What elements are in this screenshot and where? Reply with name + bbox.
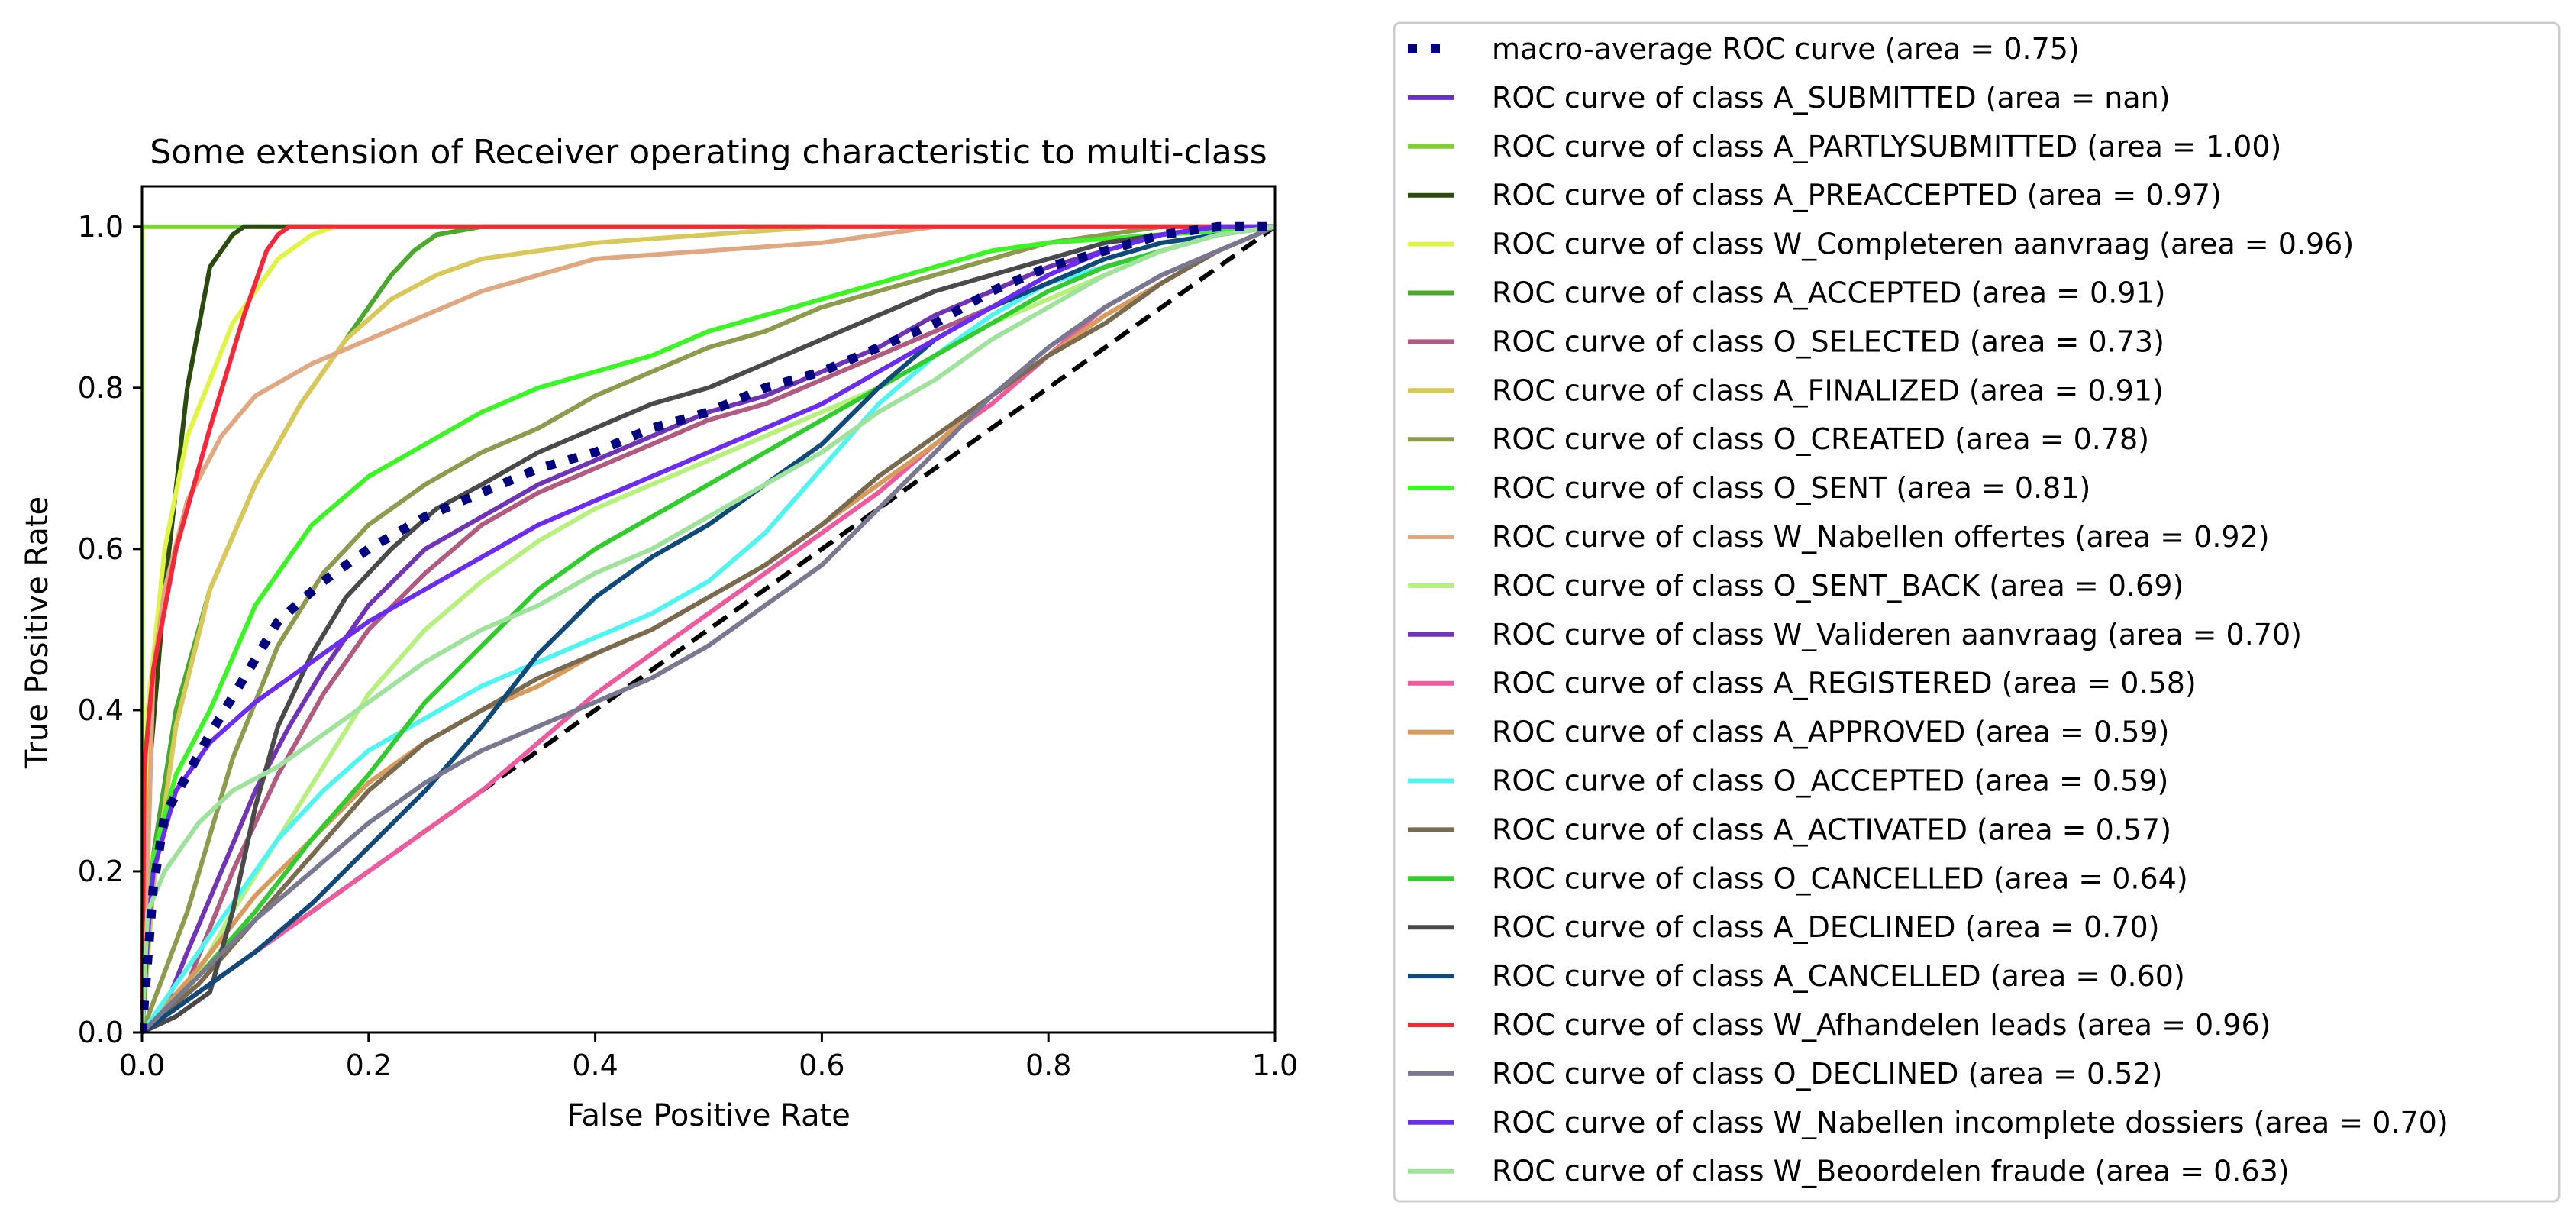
legend-entry: ROC curve of class O_SENT_BACK (area = 0… <box>1408 569 2184 603</box>
legend-label: ROC curve of class A_FINALIZED (area = 0… <box>1492 373 2164 407</box>
series-line-19 <box>140 224 1276 1034</box>
series-line-23 <box>140 224 1276 1033</box>
series-line-17 <box>140 224 1276 1034</box>
x-axis-ticks: 0.0 0.2 0.4 0.6 0.8 1.0 <box>119 1032 1298 1082</box>
legend-entry: ROC curve of class A_ACTIVATED (area = 0… <box>1408 813 2171 846</box>
legend-label: ROC curve of class A_APPROVED (area = 0.… <box>1492 716 2169 749</box>
legend-items: macro-average ROC curve (area = 0.75) ROC… <box>1408 32 2448 1188</box>
series-line-11 <box>140 224 1276 1034</box>
series-line-15 <box>140 224 1276 1034</box>
legend-entry: ROC curve of class O_CANCELLED (area = 0… <box>1408 861 2188 895</box>
legend-label: ROC curve of class O_SENT_BACK (area = 0… <box>1492 569 2184 603</box>
series-line-21 <box>140 225 1277 1034</box>
legend-label: ROC curve of class A_ACTIVATED (area = 0… <box>1492 813 2171 846</box>
legend-label: ROC curve of class O_DECLINED (area = 0.… <box>1492 1057 2162 1091</box>
y-axis-label: True Positive Rate <box>20 496 55 769</box>
legend-entry: ROC curve of class W_Nabellen offertes (… <box>1408 520 2270 554</box>
chart-title: Some extension of Receiver operating cha… <box>150 133 1267 172</box>
legend-frame <box>1393 21 2561 1203</box>
x-tick-label: 0.8 <box>1025 1049 1071 1082</box>
legend-entry: ROC curve of class A_FINALIZED (area = 0… <box>1408 373 2164 407</box>
legend-entry: ROC curve of class O_ACCEPTED (area = 0.… <box>1408 764 2168 798</box>
legend-entry: ROC curve of class O_CREATED (area = 0.7… <box>1408 422 2149 456</box>
legend-label: ROC curve of class W_Nabellen incomplete… <box>1492 1106 2448 1139</box>
plot-frame <box>140 185 1277 1034</box>
legend-entry: ROC curve of class A_APPROVED (area = 0.… <box>1408 716 2169 749</box>
x-axis-label: False Positive Rate <box>567 1098 851 1133</box>
series-line-9 <box>140 224 1276 1033</box>
legend-label: ROC curve of class O_CANCELLED (area = 0… <box>1492 861 2188 895</box>
series-line-20 <box>140 224 1275 1033</box>
y-tick-label: 1.0 <box>78 210 124 244</box>
legend-entry: ROC curve of class W_Valideren aanvraag … <box>1408 618 2302 651</box>
series-line-8 <box>140 224 1275 1034</box>
legend-entry: ROC curve of class O_SELECTED (area = 0.… <box>1408 325 2164 358</box>
legend: macro-average ROC curve (area = 0.75) ROC… <box>1393 21 2561 1203</box>
legend-label: macro-average ROC curve (area = 0.75) <box>1492 32 2080 66</box>
diagonal-layer <box>140 225 1277 1034</box>
legend-entry: macro-average ROC curve (area = 0.75) <box>1408 32 2080 66</box>
series-line-0 <box>140 221 1275 1033</box>
legend-label: ROC curve of class A_ACCEPTED (area = 0.… <box>1492 276 2165 310</box>
legend-entry: ROC curve of class A_SUBMITTED (area = n… <box>1408 81 2171 115</box>
legend-label: ROC curve of class A_REGISTERED (area = … <box>1492 667 2197 700</box>
legend-label: ROC curve of class W_Afhandelen leads (a… <box>1492 1008 2271 1042</box>
series-layer <box>140 221 1277 1034</box>
legend-entry: ROC curve of class O_SENT (area = 0.81) <box>1408 471 2090 505</box>
legend-entry: ROC curve of class A_PREACCEPTED (area =… <box>1408 179 2222 212</box>
x-tick-label: 0.2 <box>346 1049 392 1082</box>
legend-entry: ROC curve of class A_DECLINED (area = 0.… <box>1408 910 2160 944</box>
legend-label: ROC curve of class W_Beoordelen fraude (… <box>1492 1155 2290 1188</box>
legend-label: ROC curve of class A_PREACCEPTED (area =… <box>1492 179 2222 212</box>
legend-label: ROC curve of class W_Valideren aanvraag … <box>1492 618 2302 651</box>
legend-entry: ROC curve of class O_DECLINED (area = 0.… <box>1408 1057 2162 1091</box>
legend-entry: ROC curve of class W_Nabellen incomplete… <box>1408 1106 2448 1139</box>
y-axis-ticks: 0.0 0.2 0.4 0.6 0.8 1.0 <box>78 210 142 1049</box>
legend-label: ROC curve of class A_PARTLYSUBMITTED (ar… <box>1492 130 2281 163</box>
y-tick-label: 0.6 <box>78 532 124 566</box>
legend-entry: ROC curve of class W_Beoordelen fraude (… <box>1408 1155 2290 1188</box>
y-tick-label: 0.0 <box>78 1016 124 1049</box>
legend-label: ROC curve of class O_SELECTED (area = 0.… <box>1492 325 2164 358</box>
legend-label: ROC curve of class A_SUBMITTED (area = n… <box>1492 81 2171 115</box>
series-line-16 <box>140 225 1277 1034</box>
series-line-18 <box>140 224 1275 1034</box>
legend-entry: ROC curve of class W_Completeren aanvraa… <box>1408 228 2354 261</box>
legend-entry: ROC curve of class A_CANCELLED (area = 0… <box>1408 959 2185 993</box>
series-line-22 <box>140 224 1275 1033</box>
legend-entry: ROC curve of class W_Afhandelen leads (a… <box>1408 1008 2271 1042</box>
legend-entry: ROC curve of class A_PARTLYSUBMITTED (ar… <box>1408 130 2281 163</box>
x-tick-label: 0.4 <box>572 1049 618 1082</box>
y-tick-label: 0.8 <box>78 371 124 405</box>
legend-label: ROC curve of class W_Nabellen offertes (… <box>1492 520 2270 554</box>
x-tick-label: 1.0 <box>1252 1049 1298 1082</box>
y-tick-label: 0.2 <box>78 855 124 888</box>
legend-entry: ROC curve of class A_REGISTERED (area = … <box>1408 667 2197 700</box>
legend-label: ROC curve of class A_CANCELLED (area = 0… <box>1492 959 2185 993</box>
legend-label: ROC curve of class A_DECLINED (area = 0.… <box>1492 910 2160 944</box>
y-tick-label: 0.4 <box>78 693 124 727</box>
legend-label: ROC curve of class O_CREATED (area = 0.7… <box>1492 422 2149 456</box>
legend-label: ROC curve of class O_SENT (area = 0.81) <box>1492 471 2090 505</box>
legend-label: ROC curve of class W_Completeren aanvraa… <box>1492 228 2354 261</box>
x-tick-label: 0.6 <box>799 1049 844 1082</box>
series-line-10 <box>140 224 1275 1033</box>
legend-entry: ROC curve of class A_ACCEPTED (area = 0.… <box>1408 276 2165 310</box>
legend-label: ROC curve of class O_ACCEPTED (area = 0.… <box>1492 764 2168 798</box>
x-tick-label: 0.0 <box>119 1049 165 1082</box>
chance-diagonal-line <box>140 225 1277 1034</box>
